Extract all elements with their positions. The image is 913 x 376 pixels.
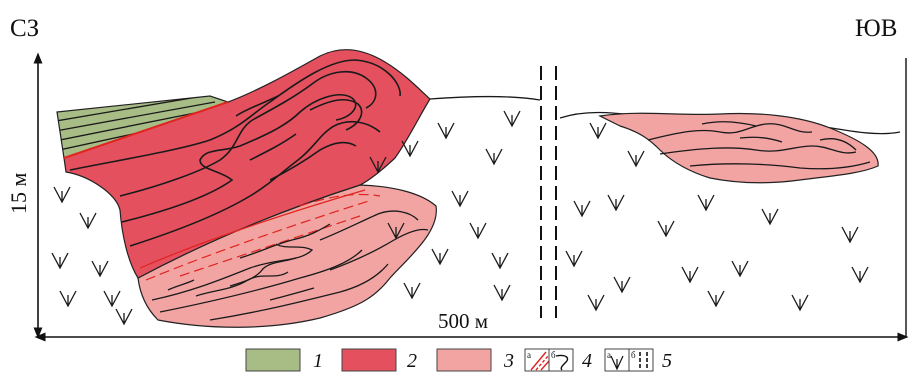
volcanic-v-symbol xyxy=(493,284,511,302)
legend-label-4: 4 xyxy=(582,350,592,372)
volcanic-v-symbol xyxy=(91,260,109,278)
fold-hook-icon xyxy=(555,354,569,371)
legend-symbol-5a: а xyxy=(604,348,630,372)
volcanic-v-symbol xyxy=(115,308,133,326)
volcanic-v-symbol xyxy=(707,290,725,308)
volcanic-v-symbol xyxy=(469,222,487,240)
volcanic-v-symbol xyxy=(613,276,631,294)
legend-symbol-5b: б xyxy=(628,348,654,372)
volcanic-v-symbol xyxy=(387,222,405,240)
legend-label-3: 3 xyxy=(503,350,514,372)
legend-5-sub-a: а xyxy=(607,350,611,360)
volcanic-v-symbol xyxy=(403,282,421,300)
contact-line-green-red xyxy=(63,101,229,159)
volcanic-v-symbol xyxy=(851,266,869,284)
ground-surface-line xyxy=(429,95,541,101)
legend-symbol-4a: а xyxy=(524,348,550,372)
legend-5-sub-b: б xyxy=(631,350,636,360)
volcanic-v-symbol xyxy=(657,220,675,238)
volcanic-v-symbol xyxy=(369,156,387,174)
volcanic-v-symbol xyxy=(59,290,77,308)
volcanic-v-symbol xyxy=(607,194,625,212)
volcanic-v-symbol xyxy=(841,226,859,244)
volcanic-v-symbol xyxy=(53,186,71,204)
vertical-scale-label: 15 м xyxy=(6,173,31,215)
horizontal-scale-label: 500 м xyxy=(438,309,488,333)
volcanic-v-symbol xyxy=(589,122,607,140)
legend-swatch-3 xyxy=(436,348,492,372)
red-hatch-icon xyxy=(530,351,550,371)
volcanic-v-symbols xyxy=(51,110,869,326)
legend-label-5: 5 xyxy=(662,350,672,372)
volcanic-v-symbol xyxy=(565,250,583,268)
volcanic-v-symbol xyxy=(431,248,449,266)
legend-4-sub-a: а xyxy=(527,350,531,360)
direction-label-nw: СЗ xyxy=(10,15,39,42)
volcanic-v-symbol xyxy=(485,148,503,166)
volcanic-v-symbol xyxy=(697,194,715,212)
legend: 1 2 3 а б 4 а б xyxy=(245,348,672,372)
legend-swatch-1 xyxy=(245,348,301,372)
unit2-fold-lines xyxy=(69,59,401,247)
volcanic-v-symbol xyxy=(103,290,121,308)
legend-swatch-2 xyxy=(341,348,397,372)
volcanic-v-symbol xyxy=(437,122,455,140)
unit3-fold-lines xyxy=(151,210,429,321)
volcanic-v-symbol xyxy=(587,294,605,312)
volcanic-v-symbol xyxy=(681,266,699,284)
unit2-main-body xyxy=(63,49,431,279)
legend-symbol-4b: б xyxy=(548,348,574,372)
volcanic-v-symbol xyxy=(79,212,97,230)
volcanic-v-symbol xyxy=(761,208,779,226)
volcanic-v-symbol xyxy=(627,150,645,168)
legend-label-1: 1 xyxy=(313,350,323,372)
fault-lines-red xyxy=(139,189,381,281)
direction-label-se: ЮВ xyxy=(855,15,897,42)
volcanic-v-symbol xyxy=(51,252,69,270)
unit3-east-fold-lines xyxy=(647,121,871,170)
volcanic-v-symbol xyxy=(451,190,469,208)
volcanic-v-icon xyxy=(610,355,624,371)
volcanic-v-symbol xyxy=(491,252,509,270)
legend-label-2: 2 xyxy=(407,350,417,372)
volcanic-v-symbol xyxy=(791,294,809,312)
volcanic-v-symbol xyxy=(731,260,749,278)
dashed-fault-icon xyxy=(639,352,648,370)
volcanic-v-symbol xyxy=(401,140,419,158)
legend-4-sub-b: б xyxy=(551,350,556,360)
volcanic-v-symbol xyxy=(573,200,591,218)
volcanic-v-symbol xyxy=(503,110,521,128)
